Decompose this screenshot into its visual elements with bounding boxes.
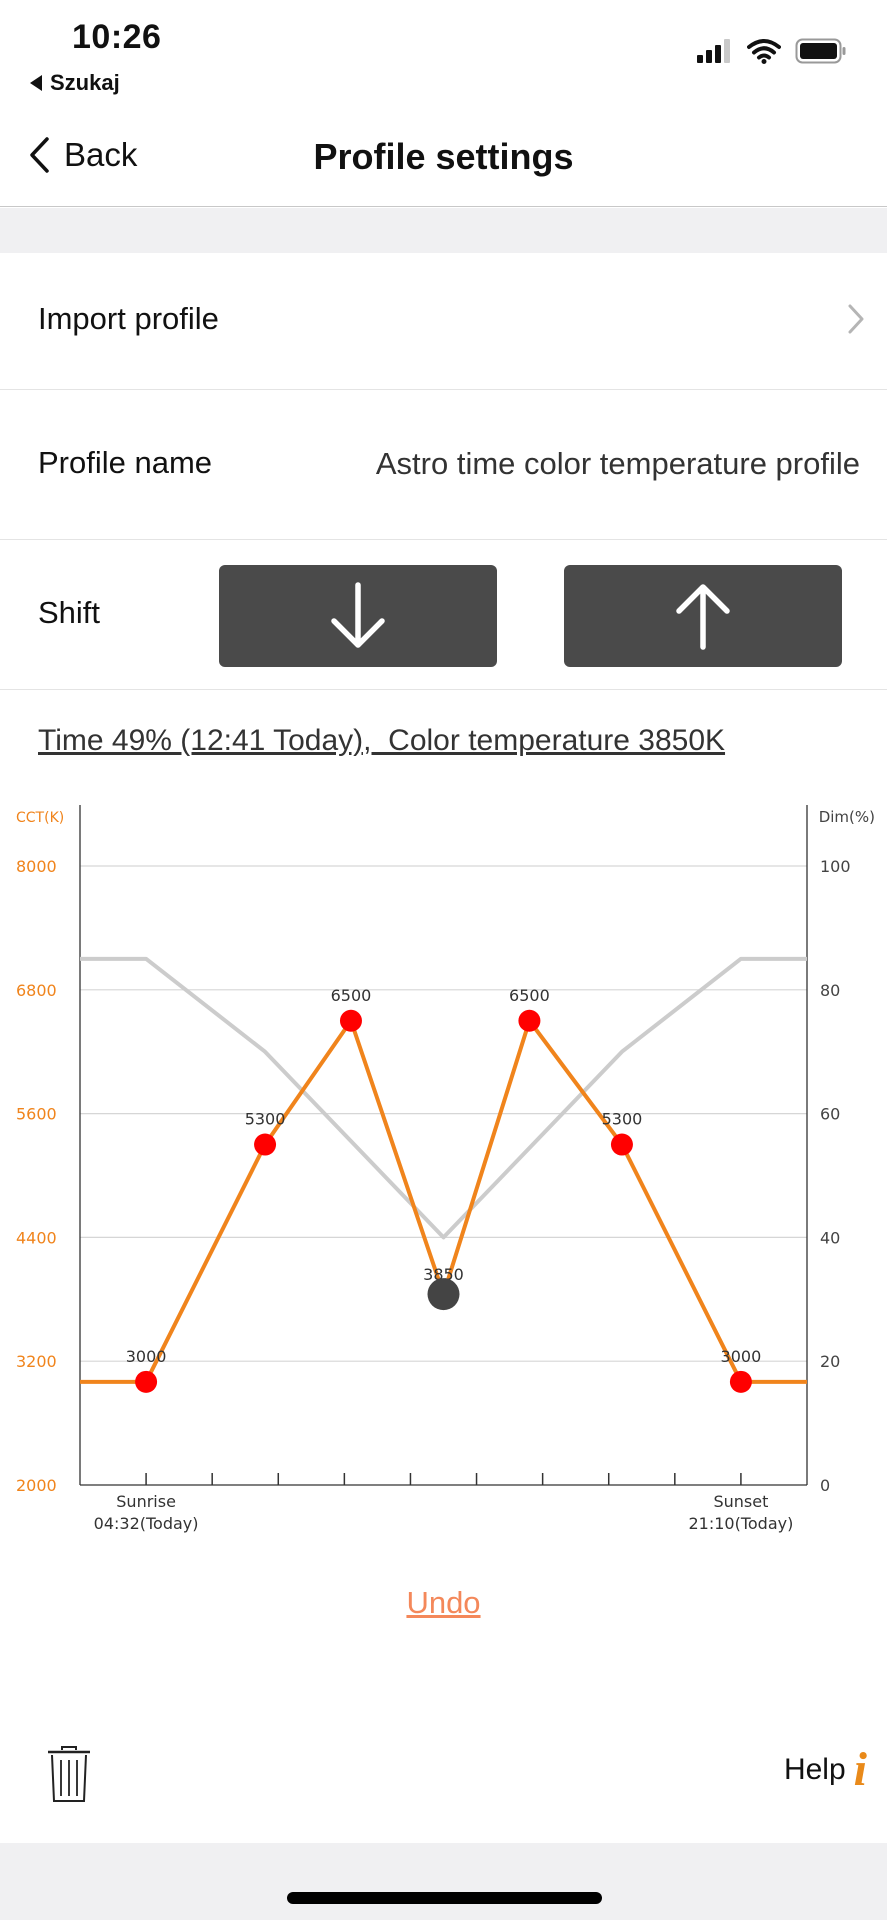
profile-name-label: Profile name xyxy=(38,445,213,480)
status-icons xyxy=(697,38,847,64)
arrow-up-icon xyxy=(676,584,730,650)
data-label: 6500 xyxy=(509,986,550,1005)
back-button[interactable]: Back xyxy=(28,136,137,174)
home-indicator[interactable] xyxy=(287,1892,602,1904)
shift-up-button[interactable] xyxy=(564,565,842,667)
data-label: 3000 xyxy=(721,1347,762,1366)
help-label: Help xyxy=(783,1752,846,1786)
cct-series-line xyxy=(80,1018,807,1384)
x-label-line1: Sunrise xyxy=(116,1492,176,1511)
profile-name-input[interactable] xyxy=(290,439,860,489)
data-label: 6500 xyxy=(331,986,372,1005)
left-tick-label: 5600 xyxy=(16,1105,57,1124)
trash-icon[interactable] xyxy=(46,1745,92,1803)
right-tick-label: 20 xyxy=(820,1352,840,1371)
cct-point-marker[interactable] xyxy=(339,1009,362,1032)
shift-label: Shift xyxy=(38,595,101,630)
current-point-label: 3850 xyxy=(423,1265,464,1284)
x-label-line2: 04:32(Today) xyxy=(94,1514,199,1533)
left-tick-label: 6800 xyxy=(16,981,57,1000)
x-label-line2: 21:10(Today) xyxy=(688,1514,793,1533)
right-tick-label: 80 xyxy=(820,981,840,1000)
cct-point-marker[interactable] xyxy=(518,1009,541,1032)
cct-point-marker[interactable] xyxy=(135,1370,158,1393)
profile-name-row: Profile name xyxy=(0,391,887,540)
cct-point-marker[interactable] xyxy=(729,1370,752,1393)
import-profile-label: Import profile xyxy=(38,301,219,336)
left-axis-label: CCT(K) xyxy=(16,810,64,826)
info-icon: i xyxy=(853,1743,867,1796)
shift-down-button[interactable] xyxy=(219,565,497,667)
right-tick-label: 40 xyxy=(820,1228,840,1247)
data-label: 5300 xyxy=(602,1110,643,1129)
current-point-marker[interactable] xyxy=(427,1278,460,1311)
back-to-app-label: Szukaj xyxy=(50,70,120,95)
profile-chart[interactable]: CCT(K) Dim(%) 2000 3200 4400 5600 6800 8000 0 20 4… xyxy=(0,790,887,1550)
cct-point-marker[interactable] xyxy=(254,1133,277,1156)
cct-point-marker[interactable] xyxy=(610,1133,633,1156)
back-button-label: Back xyxy=(64,136,138,173)
home-indicator-area xyxy=(0,1843,887,1920)
profile-chart-svg[interactable]: CCT(K) Dim(%) 2000 3200 4400 5600 6800 8000 0 20 4… xyxy=(0,790,887,1550)
navigation-bar: Back Profile settings xyxy=(0,110,887,207)
left-tick-label: 3200 xyxy=(16,1352,57,1371)
section-separator xyxy=(0,208,887,253)
left-tick-label: 4400 xyxy=(16,1228,57,1247)
right-tick-label: 0 xyxy=(820,1476,830,1495)
undo-link[interactable]: Undo xyxy=(406,1585,481,1620)
data-label: 5300 xyxy=(245,1110,286,1129)
help-button[interactable]: Help i xyxy=(784,1742,867,1797)
chevron-right-icon xyxy=(848,304,864,334)
status-bar: 10:26 Szukaj xyxy=(0,0,887,110)
back-to-app-link[interactable]: Szukaj xyxy=(30,70,120,96)
arrow-down-icon xyxy=(331,582,385,648)
right-tick-label: 60 xyxy=(820,1105,840,1124)
right-axis-label: Dim(%) xyxy=(819,808,875,826)
chevron-left-icon xyxy=(30,137,49,173)
right-tick-label: 100 xyxy=(820,857,851,876)
current-point-info: Time 49% (12:41 Today), Color temperatur… xyxy=(38,724,726,757)
left-tick-label: 8000 xyxy=(16,857,57,876)
dim-series-line xyxy=(80,956,807,1240)
x-label-line1: Sunset xyxy=(713,1492,768,1511)
import-profile-row[interactable]: Import profile xyxy=(0,253,887,390)
battery-icon xyxy=(795,38,846,64)
signal-icon xyxy=(697,39,730,63)
page-title: Profile settings xyxy=(313,136,574,177)
left-tick-label: 2000 xyxy=(16,1476,57,1495)
wifi-icon xyxy=(747,39,781,64)
back-triangle-icon xyxy=(30,75,42,91)
shift-row: Shift xyxy=(0,541,887,690)
undo-row: Undo xyxy=(0,1585,887,1621)
status-time: 10:26 xyxy=(72,18,162,56)
data-label: 3000 xyxy=(126,1347,167,1366)
